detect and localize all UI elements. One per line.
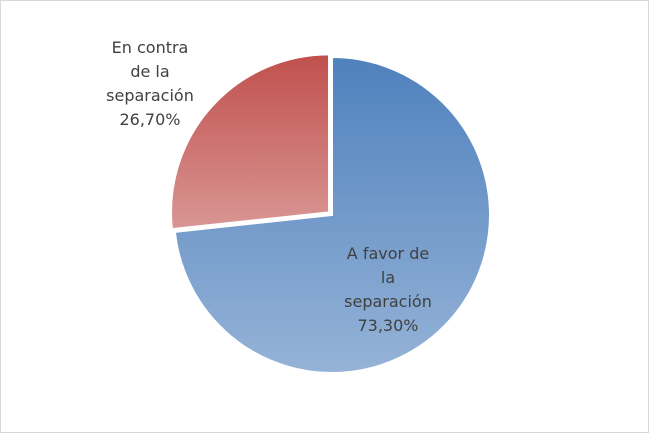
- value-label: 26,70%: [119, 110, 181, 129]
- category-label: A favor de la separación: [344, 244, 432, 311]
- slice-label: A favor de la separación 73,30%: [340, 242, 436, 338]
- category-label: En contra de la separación: [106, 38, 194, 105]
- value-label: 73,30%: [357, 316, 419, 335]
- pie-slice: [173, 55, 491, 374]
- pie-slice: [170, 53, 331, 231]
- slice-label: En contra de la separación 26,70%: [102, 36, 198, 132]
